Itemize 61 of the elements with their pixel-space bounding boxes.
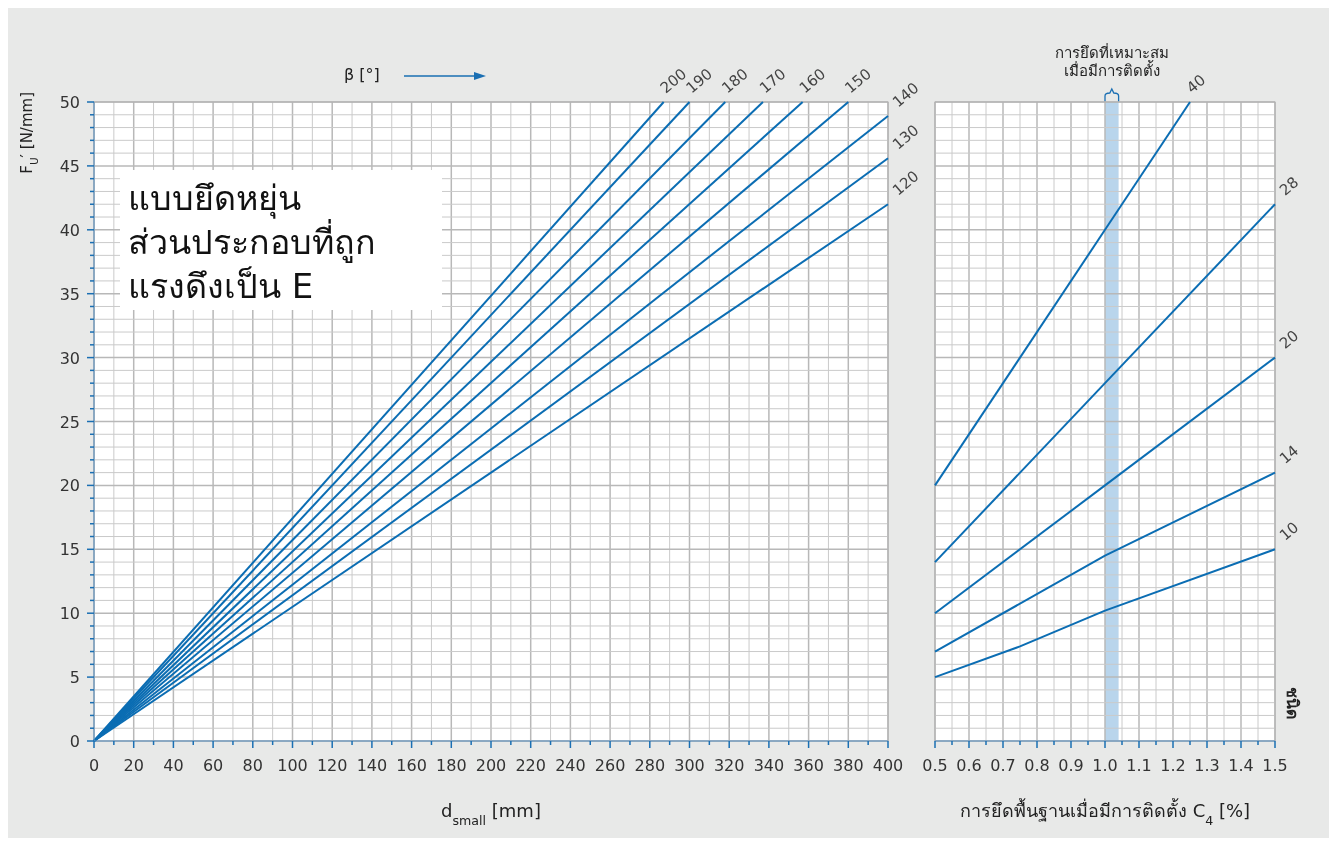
x-tick-label: 80 <box>242 756 263 775</box>
x-tick-label: 20 <box>123 756 144 775</box>
y-tick-label: 15 <box>59 540 80 560</box>
y-tick-label: 0 <box>69 732 80 751</box>
x-tick-label: 0.9 <box>1058 756 1084 775</box>
legend-title: ชนิด <box>1283 687 1302 719</box>
y-tick-label: 40 <box>59 220 80 240</box>
x-tick-label: 320 <box>713 756 745 775</box>
x-tick-label: 1.2 <box>1160 756 1186 775</box>
annotation: แบบยึดหยุ่น ส่วนประกอบที่ถูก แรงดึงเป็น E <box>128 178 376 306</box>
x-tick-label: 0.5 <box>922 756 948 775</box>
x-tick-label: 340 <box>753 756 785 775</box>
y-tick-label: 30 <box>59 348 80 368</box>
x-tick-label: 220 <box>515 756 546 775</box>
y-tick-label: 25 <box>59 412 80 432</box>
text: 130 <box>889 121 923 154</box>
x-tick-label: 400 <box>872 756 904 775</box>
x-tick-label: 200 <box>475 756 507 775</box>
text: 20 <box>1276 326 1303 353</box>
x-tick-label: 160 <box>396 756 427 775</box>
x-tick-label: 280 <box>634 756 666 775</box>
text: 160 <box>795 64 830 98</box>
text: 14 <box>1276 441 1303 468</box>
text: 150 <box>841 64 875 98</box>
x-tick-label: 260 <box>594 756 626 775</box>
x-tick-label: 380 <box>833 756 864 775</box>
text: 10 <box>1276 518 1303 545</box>
x-tick-label: 1.3 <box>1194 756 1220 775</box>
y-tick-label: 50 <box>59 93 80 112</box>
legend-title: β [°] <box>344 65 380 84</box>
text: 140 <box>889 78 923 112</box>
x-tick-label: 0.6 <box>956 756 982 775</box>
y-tick-label: 35 <box>59 284 80 304</box>
x-tick-label: 1.1 <box>1126 756 1152 775</box>
text: 180 <box>718 64 752 98</box>
x-tick-label: 60 <box>202 756 224 775</box>
x-tick-label: 360 <box>793 756 824 775</box>
y-tick-label: 5 <box>69 668 80 688</box>
x-tick-label: 1.5 <box>1262 756 1288 775</box>
text: 28 <box>1276 173 1303 200</box>
y-tick-label: 45 <box>59 156 80 176</box>
x-tick-label: 120 <box>316 756 348 775</box>
x-tick-label: 0.8 <box>1024 756 1050 775</box>
text: 120 <box>889 167 923 200</box>
x-tick-label: 1.4 <box>1228 756 1254 775</box>
x-tick-label: 100 <box>277 756 308 775</box>
x-tick-label: 1.0 <box>1092 756 1118 775</box>
x-axis-title: d$_{small}$ [mm] <box>441 800 541 828</box>
x-tick-label: 300 <box>674 756 705 775</box>
x-tick-label: 0 <box>88 756 100 775</box>
text: 40 <box>1183 71 1210 98</box>
x-tick-label: 0.7 <box>990 756 1016 775</box>
x-tick-label: 180 <box>436 756 467 775</box>
x-tick-label: 140 <box>356 756 388 775</box>
x-axis-title: การยึดพื้นฐานเมื่อมีการติดตั้ง C$_{4}$ [%] <box>959 798 1251 828</box>
x-tick-label: 240 <box>555 756 586 775</box>
y-tick-label: 20 <box>59 476 80 496</box>
y-tick-label: 10 <box>59 604 80 624</box>
band-label: การยึดที่เหมาะสม เมื่อมีการติดตั้ง <box>1054 42 1169 80</box>
text: 170 <box>755 64 790 98</box>
x-tick-label: 40 <box>163 756 184 775</box>
